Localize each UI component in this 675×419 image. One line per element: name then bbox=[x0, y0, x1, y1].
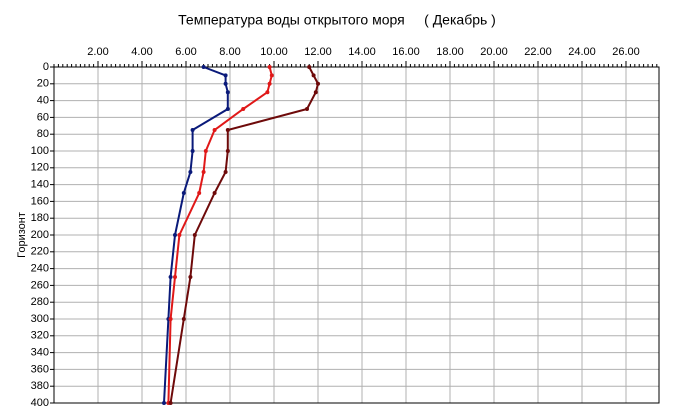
y-tick-label: 240 bbox=[31, 263, 49, 275]
y-tick-label: 280 bbox=[31, 296, 49, 308]
x-tick-label: 14.00 bbox=[348, 46, 376, 58]
point bbox=[173, 233, 177, 237]
point bbox=[313, 90, 318, 95]
y-tick-label: 260 bbox=[31, 279, 49, 291]
y-tick-label: 360 bbox=[31, 363, 49, 375]
point bbox=[225, 149, 230, 153]
point bbox=[225, 107, 230, 111]
point bbox=[305, 107, 309, 111]
y-tick-label: 80 bbox=[37, 128, 49, 140]
y-tick-label: 160 bbox=[31, 195, 49, 207]
x-tick-label: 20.00 bbox=[480, 46, 508, 58]
point bbox=[181, 191, 186, 195]
point bbox=[225, 128, 230, 132]
y-tick-label: 300 bbox=[31, 313, 49, 325]
x-tick-label: 24.00 bbox=[568, 46, 596, 58]
y-tick-label: 0 bbox=[43, 61, 49, 73]
y-tick-label: 40 bbox=[37, 95, 49, 107]
point bbox=[316, 81, 320, 86]
y-tick-label: 120 bbox=[31, 162, 49, 174]
x-tick-label: 18.00 bbox=[436, 46, 464, 58]
point bbox=[267, 65, 272, 69]
point bbox=[307, 65, 312, 69]
point bbox=[168, 275, 173, 279]
point bbox=[190, 149, 195, 153]
point bbox=[197, 191, 202, 195]
point bbox=[241, 107, 246, 111]
y-tick-label: 60 bbox=[37, 111, 49, 123]
point bbox=[212, 128, 217, 132]
point bbox=[225, 90, 230, 95]
x-tick-label: 4.00 bbox=[131, 46, 152, 58]
x-tick-label: 6.00 bbox=[175, 46, 196, 58]
chart-title: Температура воды открытого моря ( Декабр… bbox=[178, 12, 496, 28]
point bbox=[192, 233, 197, 237]
point bbox=[223, 81, 228, 86]
y-tick-label: 200 bbox=[31, 229, 49, 241]
y-axis-label: Горизонт bbox=[16, 212, 28, 258]
x-tick-label: 26.00 bbox=[612, 46, 640, 58]
point bbox=[265, 90, 270, 95]
y-tick-label: 380 bbox=[31, 380, 49, 392]
point bbox=[269, 73, 274, 78]
y-tick-label: 220 bbox=[31, 246, 49, 258]
point bbox=[223, 170, 228, 174]
x-tick-label: 12.00 bbox=[304, 46, 332, 58]
point bbox=[181, 317, 186, 321]
point bbox=[188, 170, 193, 174]
point bbox=[162, 401, 166, 405]
point bbox=[201, 170, 206, 174]
point bbox=[188, 275, 193, 279]
point bbox=[267, 81, 272, 86]
x-tick-label: 2.00 bbox=[87, 46, 108, 58]
point bbox=[177, 233, 182, 237]
point bbox=[203, 149, 208, 153]
y-tick-label: 140 bbox=[31, 179, 49, 191]
x-tick-label: 16.00 bbox=[392, 46, 420, 58]
point bbox=[168, 317, 173, 321]
y-tick-label: 400 bbox=[31, 397, 49, 409]
y-tick-label: 340 bbox=[31, 347, 49, 359]
point bbox=[223, 73, 228, 78]
plot-frame bbox=[53, 66, 660, 404]
point bbox=[201, 65, 206, 69]
x-tick-label: 8.00 bbox=[219, 46, 240, 58]
point bbox=[190, 128, 195, 132]
point bbox=[168, 401, 173, 405]
y-tick-label: 20 bbox=[37, 78, 49, 90]
point bbox=[311, 73, 316, 78]
x-tick-label: 22.00 bbox=[524, 46, 552, 58]
y-tick-label: 100 bbox=[31, 145, 49, 157]
point bbox=[173, 275, 177, 279]
x-tick-label: 10.00 bbox=[260, 46, 288, 58]
y-tick-label: 180 bbox=[31, 212, 49, 224]
y-tick-label: 320 bbox=[31, 330, 49, 342]
point bbox=[212, 191, 217, 195]
